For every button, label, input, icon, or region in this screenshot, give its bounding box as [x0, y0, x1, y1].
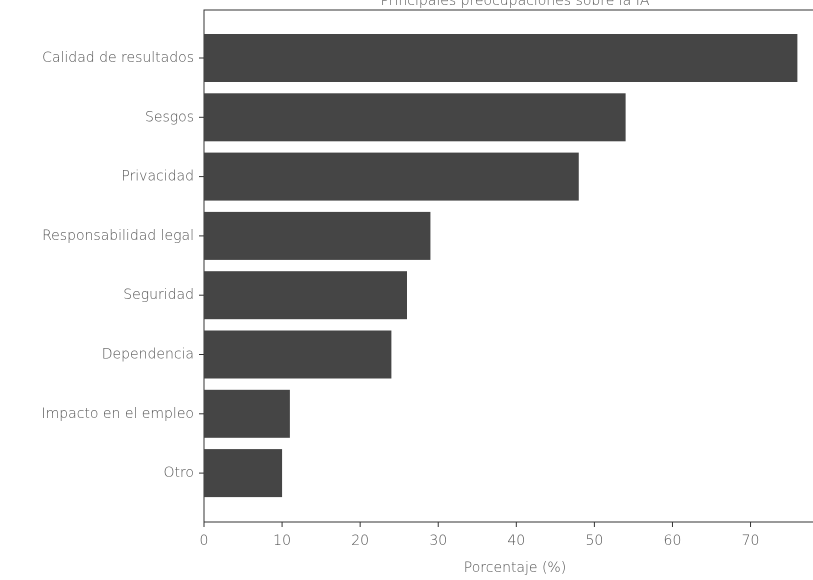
x-tick-label: 10 [273, 533, 291, 549]
x-tick-label: 40 [507, 533, 525, 549]
plot-frame [203, 9, 813, 523]
y-tick-label: Sesgos [145, 109, 194, 125]
bar [204, 34, 798, 82]
bar [204, 389, 290, 438]
bar [204, 271, 407, 320]
x-tick-label: 70 [742, 533, 760, 549]
x-tick-label: 20 [351, 533, 369, 549]
y-tick-label: Privacidad [121, 169, 194, 185]
bar [204, 211, 431, 260]
y-tick-label: Responsabilidad legal [42, 228, 194, 244]
x-tick-label: 30 [429, 533, 447, 549]
chart-title: Principales preocupaciones sobre la IA [381, 0, 650, 9]
x-tick-label: 60 [664, 533, 682, 549]
y-tick-label: Seguridad [123, 287, 194, 303]
bar [204, 152, 579, 201]
y-tick-label: Otro [163, 465, 194, 481]
x-tick-label: 50 [585, 533, 603, 549]
x-tick-label: 0 [200, 533, 209, 549]
bar [204, 330, 392, 379]
y-tick-label: Impacto en el empleo [41, 406, 194, 422]
x-axis-label: Porcentaje (%) [464, 560, 566, 576]
bar [204, 449, 283, 498]
y-tick-label: Calidad de resultados [42, 50, 194, 66]
bar [204, 93, 626, 142]
y-tick-label: Dependencia [102, 347, 194, 363]
